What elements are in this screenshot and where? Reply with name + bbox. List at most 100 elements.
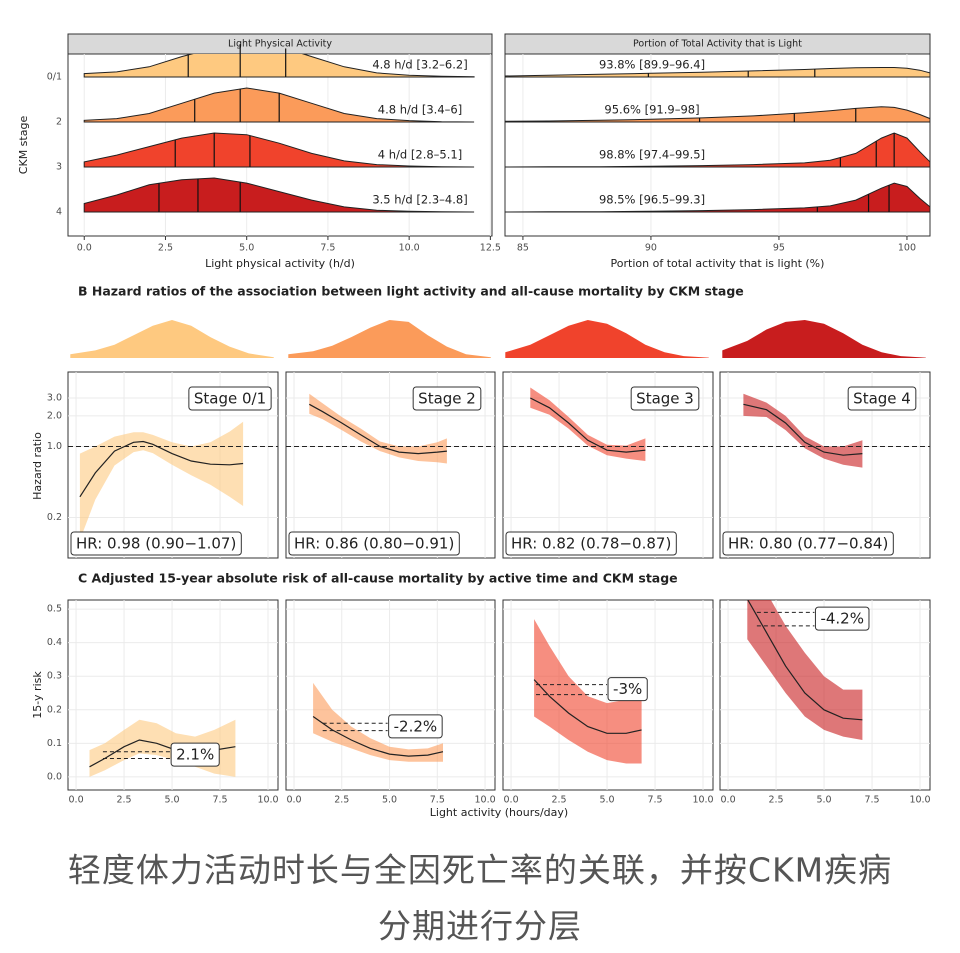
x-tick-label: 0.0: [69, 795, 84, 806]
hr-line: [309, 403, 447, 455]
x-tick-label: 10.0: [692, 795, 713, 806]
risk-line: [747, 600, 863, 721]
x-tick-label: 5.0: [816, 795, 831, 806]
y-axis-label: 15-y risk: [31, 671, 44, 719]
difference-label: -2.2%: [394, 717, 438, 735]
ridge-label: 95.6% [91.9–98]: [604, 103, 699, 117]
hr-label: HR: 0.82 (0.78−0.87): [511, 535, 671, 553]
hr-label: HR: 0.86 (0.80−0.91): [294, 535, 454, 553]
hr-label: HR: 0.98 (0.90−1.07): [76, 535, 236, 553]
risk-line: [533, 679, 642, 734]
difference-label: -3%: [613, 680, 642, 698]
x-tick-label: 7.5: [647, 795, 662, 806]
label-box: [630, 386, 700, 411]
density: [505, 106, 930, 123]
density: [505, 132, 930, 168]
y-tick-label: 2.0: [47, 410, 62, 421]
label-box: [847, 386, 917, 411]
x-tick-label: 0.0: [721, 795, 736, 806]
label-box: [607, 677, 648, 702]
x-tick-label: 10.0: [474, 795, 495, 806]
panel-title: B Hazard ratios of the association betwe…: [78, 284, 744, 299]
x-tick-label: 85: [517, 243, 529, 254]
label-box: [722, 531, 894, 556]
y-tick-label: 3: [56, 162, 62, 173]
x-axis-label: Light physical activity (h/d): [205, 257, 355, 270]
y-tick-label: 0.1: [47, 738, 62, 749]
density: [83, 132, 475, 168]
y-axis-label: Hazard ratio: [31, 432, 44, 500]
x-tick-label: 0.0: [504, 795, 519, 806]
x-tick-label: 7.5: [430, 795, 445, 806]
ci-ribbon: [747, 600, 863, 740]
x-tick-label: 90: [645, 243, 657, 254]
y-tick-label: 0.3: [47, 671, 62, 682]
panel-title: C Adjusted 15-year absolute risk of all-…: [78, 571, 678, 586]
x-tick-label: 5.0: [164, 795, 179, 806]
density: [70, 320, 274, 358]
ci-ribbon: [79, 421, 244, 541]
density: [83, 177, 475, 213]
x-tick-label: 7.5: [212, 795, 227, 806]
y-tick-label: 0.0: [47, 771, 62, 782]
density: [505, 182, 930, 213]
ci-ribbon: [313, 682, 443, 762]
x-axis-label: Light activity (hours/day): [430, 806, 568, 819]
ridge-label: 98.5% [96.5–99.3]: [599, 193, 705, 207]
x-tick-label: 2.5: [334, 795, 349, 806]
x-tick-label: 2.5: [768, 795, 783, 806]
caption-line: 轻度体力活动时长与全因死亡率的关联，并按CKM疾病: [68, 851, 892, 890]
x-tick-label: 12.5: [480, 243, 501, 254]
density: [722, 320, 926, 358]
x-tick-label: 100: [898, 243, 916, 254]
x-axis-label: Portion of total activity that is light …: [611, 257, 825, 270]
ridge-label: 93.8% [89.9–96.4]: [599, 58, 705, 72]
ci-ribbon: [309, 393, 447, 464]
hr-line: [743, 403, 863, 456]
hr-label: HR: 0.80 (0.77−0.84): [728, 535, 888, 553]
stage-label: Stage 0/1: [194, 390, 266, 408]
y-tick-label: 0.4: [47, 637, 62, 648]
hr-line: [530, 397, 646, 453]
x-tick-label: 10.0: [399, 243, 420, 254]
label-box: [288, 531, 460, 556]
x-tick-label: 10.0: [257, 795, 278, 806]
strip-title: Portion of Total Activity that is Light: [633, 39, 802, 50]
y-tick-label: 2: [56, 117, 62, 128]
density: [505, 320, 709, 358]
x-tick-label: 2.5: [551, 795, 566, 806]
x-tick-label: 95: [773, 243, 785, 254]
stage-label: Stage 4: [853, 390, 911, 408]
y-tick-label: 0.2: [47, 512, 62, 523]
x-tick-label: 7.5: [320, 243, 335, 254]
ci-ribbon: [534, 619, 642, 764]
x-tick-label: 0.0: [286, 795, 301, 806]
difference-label: -4.2%: [820, 610, 864, 628]
ridge-label: 98.8% [97.4–99.5]: [599, 148, 705, 162]
label-box: [412, 386, 482, 411]
stage-label: Stage 3: [636, 390, 694, 408]
label-box: [388, 714, 443, 739]
density: [83, 54, 475, 78]
label-box: [170, 742, 220, 767]
label-box: [505, 531, 677, 556]
stage-label: Stage 2: [418, 390, 476, 408]
y-tick-label: 4: [56, 207, 62, 218]
ci-ribbon: [530, 387, 646, 461]
hr-line: [79, 440, 244, 498]
density: [505, 67, 930, 78]
caption-line: 分期进行分层: [378, 907, 582, 946]
ridge-label: 4.8 h/d [3.2–6.2]: [372, 58, 467, 72]
y-tick-label: 0/1: [47, 72, 62, 83]
y-tick-label: 3.0: [47, 392, 62, 403]
ridge-label: 4.8 h/d [3.4–6]: [378, 103, 462, 117]
x-tick-label: 5.0: [239, 243, 254, 254]
label-box: [188, 386, 272, 411]
ridge-label: 4 h/d [2.8–5.1]: [378, 148, 462, 162]
y-tick-label: 0.2: [47, 704, 62, 715]
x-tick-label: 7.5: [864, 795, 879, 806]
label-box: [814, 606, 870, 631]
density: [288, 320, 491, 358]
x-tick-label: 0.0: [77, 243, 92, 254]
ridge-label: 3.5 h/d [2.3–4.8]: [372, 193, 467, 207]
